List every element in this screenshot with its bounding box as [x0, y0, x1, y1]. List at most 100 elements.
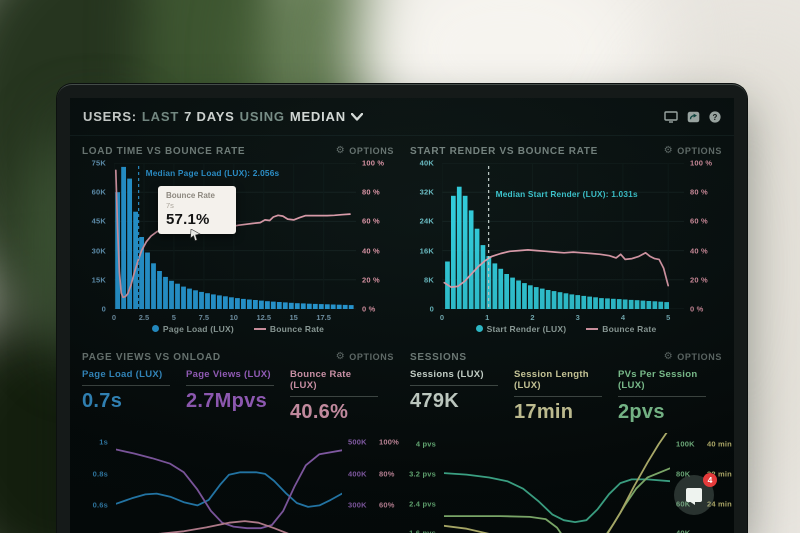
options-button[interactable]: ⚙ OPTIONS [335, 145, 394, 157]
x-axis-tick: 17.5 [316, 313, 331, 322]
y-axis-left: 1s0.8s0.6s0.4s [82, 433, 112, 533]
x-axis-tick: 0 [439, 313, 445, 322]
stat-label: Page Load (LUX) [82, 369, 163, 380]
y-axis-tick-left: 24K [419, 216, 434, 226]
stat-value: 2pvs [617, 401, 665, 423]
x-axis-tick: 5 [171, 313, 176, 322]
x-axis-tick: 1 [485, 313, 490, 322]
panel-title: LOAD TIME VS BOUNCE RATE [82, 145, 246, 157]
stat-label: Sessions (LUX) [410, 369, 484, 380]
chat-button[interactable]: 4 [674, 473, 717, 515]
page-views-vs-onload-canvas[interactable] [116, 433, 342, 533]
header-icons: ? [664, 110, 721, 123]
y-axis-tick-right: 400K 80% [348, 469, 395, 479]
stat-value: 17min [513, 401, 574, 423]
options-label: OPTIONS [349, 146, 394, 156]
y-axis-tick-left: 4 pvs [415, 439, 436, 449]
y-axis-tick-left: 15K [91, 275, 106, 285]
gear-icon: ⚙ [335, 145, 346, 156]
laptop: USERS: LAST 7 DAYS USING MEDIAN [57, 84, 747, 533]
chart-plot-area[interactable] [444, 433, 670, 533]
chart-plot-area[interactable] [116, 433, 342, 533]
sessions-canvas[interactable] [444, 433, 670, 533]
y-axis-tick-left: 0.8s [92, 469, 108, 479]
tooltip-x-value: 7s [166, 201, 174, 210]
stat-value: 40.6% [289, 401, 349, 423]
monitor-icon[interactable] [664, 110, 678, 123]
x-axis-tick: 7.5 [198, 313, 210, 322]
y-axis-left: 4 pvs 3.2 pvs 2.4 pvs 1.6 pvs [409, 433, 440, 533]
y-axis-tick-left: 0 [101, 304, 106, 314]
options-button[interactable]: ⚙ OPTIONS [663, 145, 722, 157]
legend-line-swatch [253, 327, 266, 330]
stat-label: PVs Per Session (LUX) [617, 369, 698, 391]
y-axis-tick-right: 60 % [690, 216, 708, 226]
stats-row: Page Load (LUX) 0.7s Page Views (LUX) 2.… [82, 369, 394, 424]
y-axis-tick-right: 80K 32 min [676, 469, 732, 479]
x-axis-tick: 2.5 [138, 313, 150, 322]
x-axis-tick: 12.5 [256, 313, 272, 322]
x-axis-tick: 5 [666, 313, 671, 322]
y-axis-tick-right: 100 % [362, 158, 385, 168]
chat-badge: 4 [703, 473, 717, 487]
y-axis-tick-right: 0 % [690, 304, 704, 314]
legend-label: Start Render (LUX) [486, 323, 567, 334]
chart-plot-area[interactable]: Median Page Load (LUX): 2.056s [114, 163, 356, 309]
load-time-vs-bounce-rate-canvas[interactable]: Median Page Load (LUX): 2.056s [114, 163, 356, 309]
x-axis-tick: 0 [111, 313, 117, 322]
gear-icon: ⚙ [335, 351, 346, 362]
stat-value: 0.7s [82, 390, 123, 412]
y-axis-tick-right: 60K 24 min [676, 499, 732, 508]
y-axis-tick-left: 2.4 pvs [409, 499, 436, 508]
y-axis-tick-left: 1s [99, 437, 108, 447]
legend-item[interactable]: Page Load (LUX) [151, 323, 234, 334]
legend-dot-swatch [475, 325, 483, 332]
y-axis-tick-left: 16K [419, 246, 434, 256]
share-icon[interactable] [687, 111, 700, 123]
stat-session-length: Session Length (LUX) 17min [513, 369, 618, 424]
gear-icon: ⚙ [663, 351, 674, 362]
help-circle-icon[interactable]: ? [709, 110, 721, 123]
y-axis-tick-right: 60 % [362, 216, 380, 226]
y-axis-tick-right: 40K [676, 529, 707, 533]
dashboard-screen: USERS: LAST 7 DAYS USING MEDIAN [70, 98, 734, 533]
stat-label: Session Length (LUX) [513, 369, 589, 391]
gear-icon: ⚙ [663, 145, 674, 156]
y-axis-tick-left: 40K [419, 158, 434, 168]
header-days-label: 7 DAYS [184, 109, 235, 124]
legend-label: Bounce Rate [602, 323, 657, 334]
mouse-cursor-icon [190, 229, 201, 241]
panel-start-render-vs-bounce-rate: START RENDER VS BOUNCE RATE ⚙ OPTIONS 40… [410, 144, 722, 336]
stat-value: 2.7Mpvs [185, 390, 268, 412]
y-axis-tick-right: 300K 60% [348, 500, 395, 510]
panel-title: PAGE VIEWS VS ONLOAD [82, 351, 221, 363]
start-render-vs-bounce-rate-canvas[interactable]: Median Start Render (LUX): 1.031s [442, 163, 684, 309]
options-button[interactable]: ⚙ OPTIONS [335, 351, 394, 363]
y-axis-tick-left: 30K [91, 246, 106, 256]
y-axis-tick-right: 100 % [690, 158, 713, 168]
chevron-down-icon [350, 112, 363, 121]
y-axis-tick-right: 20 % [362, 275, 380, 285]
bounce-rate-tooltip: Bounce Rate 7s 57.1% [158, 186, 236, 234]
legend-item[interactable]: Bounce Rate [253, 324, 324, 334]
chart-legend: Page Load (LUX) Bounce Rate [82, 322, 394, 335]
options-button[interactable]: ⚙ OPTIONS [663, 351, 722, 363]
chart-legend: Start Render (LUX) Bounce Rate [410, 322, 722, 335]
y-axis-tick-left: 1.6 pvs [409, 529, 436, 533]
legend-line-swatch [586, 327, 599, 330]
x-axis-tick: 3 [575, 313, 580, 322]
x-axis-tick: 4 [620, 313, 626, 322]
header-using-label: USING [239, 109, 285, 124]
users-range-dropdown[interactable]: USERS: LAST 7 DAYS USING MEDIAN [83, 109, 363, 124]
chart-plot-area[interactable]: Median Start Render (LUX): 1.031s [442, 163, 684, 309]
legend-item[interactable]: Start Render (LUX) [475, 323, 567, 334]
header-median-label: MEDIAN [289, 109, 346, 124]
options-label: OPTIONS [677, 352, 722, 362]
legend-label: Page Load (LUX) [162, 323, 234, 334]
panel-page-views-vs-onload: PAGE VIEWS VS ONLOAD ⚙ OPTIONS Page Load… [82, 350, 399, 533]
y-axis-tick-right: 80 % [690, 187, 708, 197]
panels-grid: LOAD TIME VS BOUNCE RATE ⚙ OPTIONS 75K 60… [70, 136, 734, 533]
stat-divider [185, 385, 274, 386]
legend-item[interactable]: Bounce Rate [586, 324, 656, 334]
